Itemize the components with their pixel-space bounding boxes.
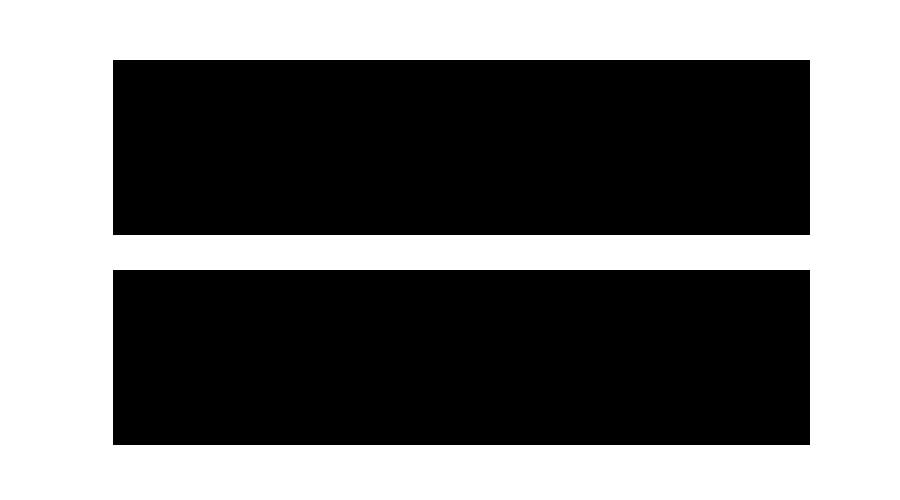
predictions-axes: [113, 270, 810, 445]
price-axes: [113, 60, 810, 235]
price-plot-area: [113, 60, 810, 235]
predictions-plot-area: [113, 270, 810, 445]
